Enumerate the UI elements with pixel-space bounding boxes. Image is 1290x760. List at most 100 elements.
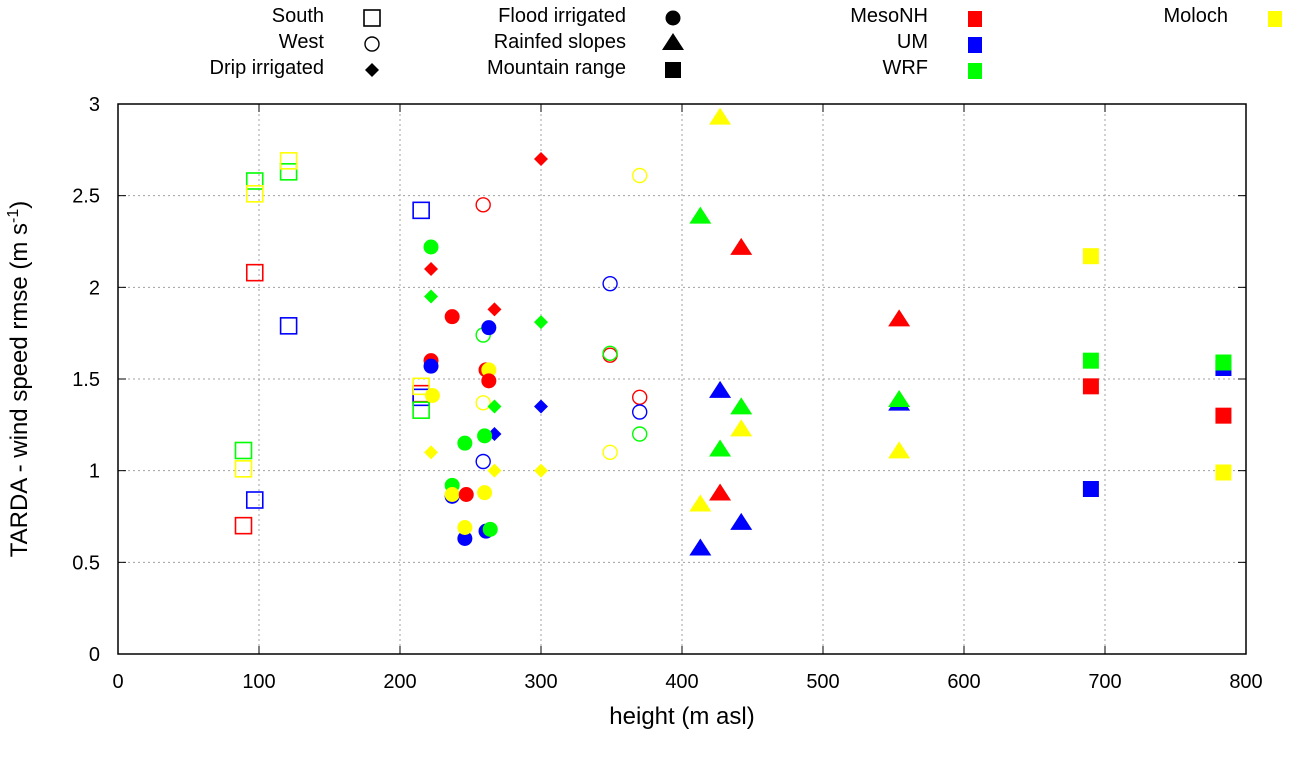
series-west — [475, 167, 648, 470]
legend-item-west: West — [279, 31, 380, 53]
data-point — [423, 239, 439, 255]
legend-marker-filled-diamond-icon — [365, 63, 379, 77]
data-point — [444, 309, 460, 325]
legend-marker-filled-triangle-icon — [662, 33, 684, 50]
data-point — [632, 389, 648, 406]
legend-color-swatch — [968, 63, 982, 79]
legend-label: South — [272, 5, 324, 27]
data-point — [245, 172, 264, 190]
legend-marker-open-circle-icon — [364, 36, 380, 52]
data-point — [888, 441, 911, 459]
data-point — [475, 197, 491, 213]
data-point — [481, 320, 497, 336]
series-mountain-range — [1082, 248, 1232, 497]
data-point — [444, 487, 460, 502]
x-tick-label: 300 — [524, 671, 557, 693]
series-rainfed-slopes — [689, 107, 911, 556]
data-point — [279, 152, 298, 170]
axis-ticks: 0 100 200 300 400 500 600 700 800 0 0.5 1 1.5 2 2.5 3 — [72, 94, 1263, 693]
data-point — [602, 275, 618, 292]
data-point — [709, 483, 732, 501]
legend-marker-open-square-icon — [363, 9, 381, 27]
data-point — [234, 516, 253, 535]
x-tick-label: 400 — [665, 671, 698, 693]
data-point — [457, 531, 473, 546]
data-point — [457, 520, 473, 535]
data-point — [458, 487, 474, 502]
legend-label: MesoNH — [850, 5, 928, 27]
data-point — [632, 167, 648, 184]
data-point — [412, 201, 430, 220]
x-tick-label: 700 — [1088, 671, 1121, 693]
series-flood-irrigated — [423, 239, 498, 546]
legend-label: UM — [897, 31, 928, 53]
legend-item-mesonh: MesoNH — [850, 5, 982, 27]
y-axis-title: TARDA - wind speed rmse (m s-1) — [5, 201, 33, 558]
data-point — [730, 237, 753, 255]
data-point — [424, 262, 439, 276]
data-point — [234, 460, 253, 478]
data-point — [709, 380, 732, 398]
legend-item-drip-irrigated: Drip irrigated — [210, 57, 379, 79]
legend-label: Rainfed slopes — [494, 31, 626, 53]
data-point — [457, 435, 473, 451]
x-tick-label: 200 — [383, 671, 416, 693]
data-point — [534, 315, 548, 330]
data-point — [888, 309, 911, 327]
data-point — [534, 152, 548, 166]
y-tick-label: 1.5 — [72, 369, 100, 391]
data-point — [689, 538, 712, 556]
data-point — [279, 317, 298, 335]
legend-item-moloch: Moloch — [1164, 5, 1282, 27]
data-point — [475, 453, 491, 470]
data-point — [279, 163, 298, 181]
y-tick-label: 0.5 — [72, 552, 100, 574]
data-point — [730, 512, 753, 530]
y-tick-label: 1 — [89, 461, 100, 483]
data-point — [709, 107, 732, 125]
x-tick-label: 100 — [242, 671, 275, 693]
legend-item-flood-irrigated: Flood irrigated — [498, 5, 681, 27]
data-point — [245, 185, 264, 203]
series-south — [234, 152, 430, 535]
x-tick-label: 0 — [112, 671, 123, 693]
y-tick-label: 2.5 — [72, 186, 100, 208]
series-drip-irrigated — [424, 152, 548, 478]
data-point — [477, 428, 493, 444]
data-point — [1215, 354, 1232, 371]
legend-item-mountain-range: Mountain range — [487, 57, 681, 79]
data-point — [487, 399, 502, 414]
data-point — [689, 494, 712, 512]
legend-color-swatch — [1268, 11, 1282, 27]
legend-label: West — [279, 31, 325, 53]
x-tick-label: 500 — [806, 671, 839, 693]
data-point — [424, 445, 439, 460]
y-axis-title-sup: -1 — [5, 209, 22, 223]
data-point — [487, 302, 502, 317]
plot-frame — [117, 103, 1247, 655]
data-point — [632, 404, 648, 420]
data-point — [481, 362, 497, 378]
data-point — [424, 289, 439, 304]
data-point — [234, 441, 253, 460]
legend-item-um: UM — [897, 31, 982, 53]
data-point — [730, 397, 753, 415]
data-points — [234, 107, 1232, 556]
y-tick-label: 0 — [89, 644, 100, 666]
data-point — [424, 388, 440, 403]
data-point — [1215, 464, 1232, 481]
data-point — [888, 390, 911, 407]
legend-marker-filled-square-icon — [665, 62, 681, 78]
data-point — [1215, 407, 1232, 424]
data-point — [602, 444, 618, 461]
data-point — [481, 373, 497, 389]
legend-item-south: South — [272, 5, 381, 27]
x-tick-label: 600 — [947, 671, 980, 693]
data-point — [730, 419, 753, 437]
legend-color-swatch — [968, 11, 982, 27]
data-point — [1082, 481, 1099, 497]
x-tick-label: 800 — [1229, 671, 1262, 693]
data-point — [482, 521, 498, 537]
data-point — [632, 426, 648, 442]
